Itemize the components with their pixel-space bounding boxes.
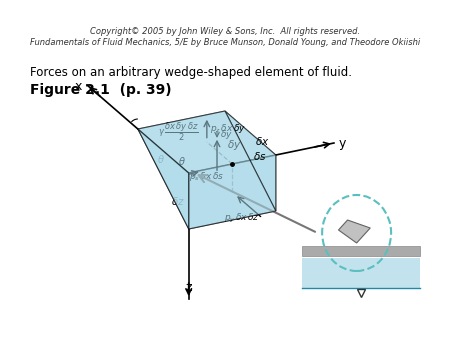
Polygon shape bbox=[302, 258, 420, 288]
Text: $p_s \, \delta x \, \delta s$: $p_s \, \delta x \, \delta s$ bbox=[189, 170, 224, 183]
Text: x: x bbox=[75, 80, 82, 93]
Text: $p_z \, \delta x \, \delta y$: $p_z \, \delta x \, \delta y$ bbox=[210, 122, 246, 135]
Text: $\theta$: $\theta$ bbox=[157, 153, 165, 165]
Text: z: z bbox=[185, 281, 192, 294]
Text: $\delta z$: $\delta z$ bbox=[171, 195, 185, 207]
Text: $\delta x$: $\delta x$ bbox=[255, 136, 270, 147]
Text: Copyright© 2005 by John Wiley & Sons, Inc.  All rights reserved.: Copyright© 2005 by John Wiley & Sons, In… bbox=[90, 27, 360, 36]
Text: $p_y \, \delta x \, \delta z$: $p_y \, \delta x \, \delta z$ bbox=[224, 212, 260, 225]
Polygon shape bbox=[225, 111, 276, 211]
Polygon shape bbox=[138, 129, 189, 229]
Text: $\delta y$: $\delta y$ bbox=[227, 138, 241, 152]
Polygon shape bbox=[138, 111, 276, 229]
Text: Figure 2.1  (p. 39): Figure 2.1 (p. 39) bbox=[30, 83, 171, 97]
Text: y: y bbox=[338, 137, 346, 149]
Text: $\theta$: $\theta$ bbox=[178, 155, 186, 167]
Polygon shape bbox=[338, 220, 370, 243]
Text: $\delta y$: $\delta y$ bbox=[220, 128, 233, 141]
Text: $\gamma \, \dfrac{\delta x \, \delta y \, \delta z}{2}$: $\gamma \, \dfrac{\delta x \, \delta y \… bbox=[158, 121, 199, 143]
Polygon shape bbox=[138, 111, 276, 173]
Polygon shape bbox=[189, 155, 276, 229]
Polygon shape bbox=[302, 246, 420, 256]
Text: Fundamentals of Fluid Mechanics, 5/E by Bruce Munson, Donald Young, and Theodore: Fundamentals of Fluid Mechanics, 5/E by … bbox=[30, 38, 420, 47]
Text: Forces on an arbitrary wedge-shaped element of fluid.: Forces on an arbitrary wedge-shaped elem… bbox=[30, 66, 352, 79]
Text: $\delta s$: $\delta s$ bbox=[253, 150, 266, 162]
